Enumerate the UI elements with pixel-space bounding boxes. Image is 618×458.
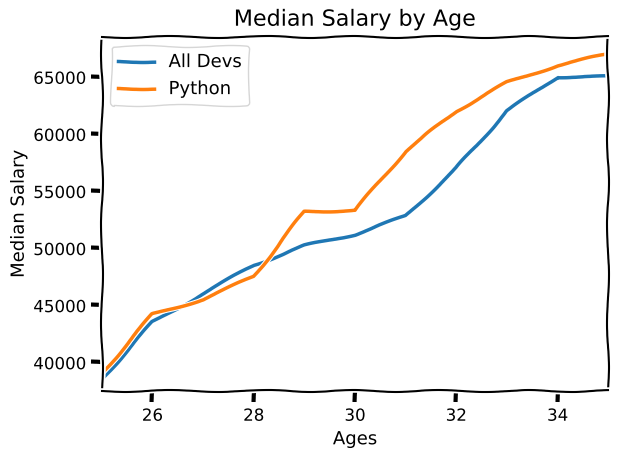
Python [604,51,612,57]
Python [554,63,561,68]
Line: All Devs: All Devs [102,77,608,379]
Python [200,297,207,302]
Python [351,207,358,213]
Line: Python: Python [102,54,608,374]
All Devs [554,74,561,80]
All Devs [200,291,207,296]
All Devs [452,165,460,171]
Python [503,80,510,85]
Legend: All Devs, Python: All Devs, Python [111,46,249,105]
Python [452,108,460,114]
Python [98,371,106,376]
All Devs [250,262,258,268]
Python [149,311,156,317]
Y-axis label: Median Salary: Median Salary [10,150,28,278]
All Devs [503,108,510,114]
Title: Median Salary by Age: Median Salary by Age [234,10,476,30]
All Devs [300,243,308,249]
Python [402,148,409,154]
All Devs [604,74,612,80]
All Devs [402,213,409,219]
All Devs [98,376,106,382]
Python [250,274,258,279]
All Devs [149,320,156,325]
All Devs [351,232,358,237]
Python [300,209,308,214]
X-axis label: Ages: Ages [333,430,377,448]
